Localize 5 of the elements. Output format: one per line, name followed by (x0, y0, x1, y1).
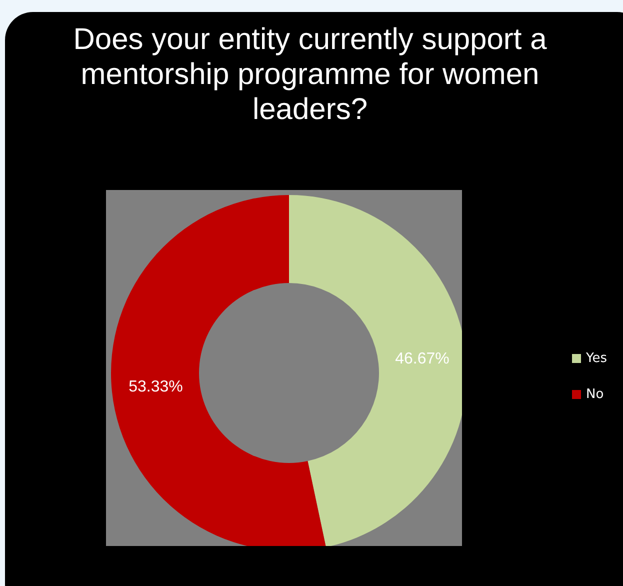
legend-label: No (586, 386, 604, 402)
legend-label: Yes (586, 350, 607, 366)
data-label: 46.67% (395, 350, 450, 368)
data-label: 53.33% (128, 378, 183, 396)
chart-title: Does your entity currently support a mentorship programme for women leaders? (72, 22, 548, 127)
